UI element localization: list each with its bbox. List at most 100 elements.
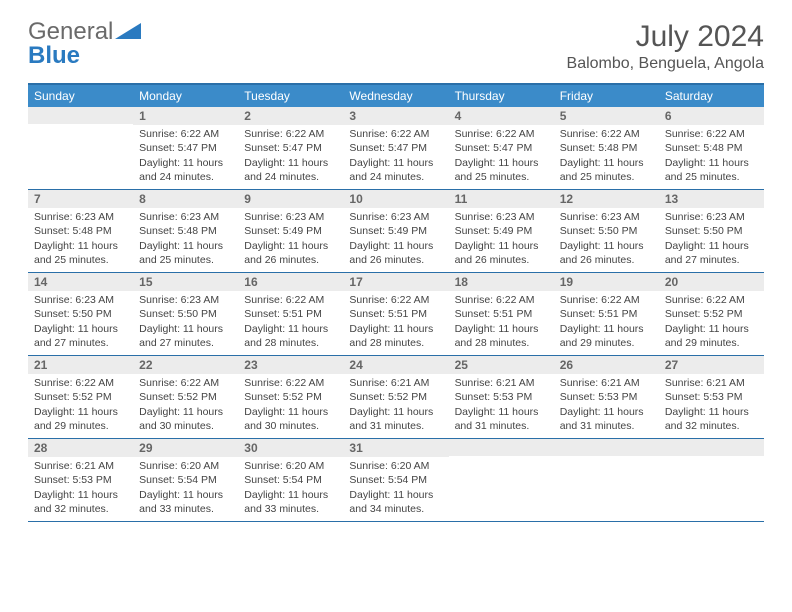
day-body: Sunrise: 6:23 AMSunset: 5:50 PMDaylight:…	[554, 210, 659, 267]
day-cell: 9Sunrise: 6:23 AMSunset: 5:49 PMDaylight…	[238, 190, 343, 272]
day-cell: 12 Sunrise: 6:23 AMSunset: 5:50 PMDayligh…	[554, 190, 659, 272]
day-number: 14	[28, 273, 133, 291]
day-body: Sunrise: 6:22 AMSunset: 5:51 PMDaylight:…	[449, 293, 554, 350]
week-row: 21Sunrise: 6:22 AMSunset: 5:52 PMDayligh…	[28, 356, 764, 439]
day-cell: 20Sunrise: 6:22 AMSunset: 5:52 PMDayligh…	[659, 273, 764, 355]
sunset-line: Sunset: 5:50 PM	[139, 307, 232, 321]
sunrise-line: Sunrise: 6:22 AM	[455, 127, 548, 141]
sunset-line: Sunset: 5:51 PM	[560, 307, 653, 321]
day-number: 9	[238, 190, 343, 208]
sunrise-line: Sunrise: 6:22 AM	[665, 127, 758, 141]
sunset-line: Sunset: 5:47 PM	[455, 141, 548, 155]
day-cell: 27Sunrise: 6:21 AMSunset: 5:53 PMDayligh…	[659, 356, 764, 438]
week-row: 14Sunrise: 6:23 AMSunset: 5:50 PMDayligh…	[28, 273, 764, 356]
day-body: Sunrise: 6:22 AMSunset: 5:52 PMDaylight:…	[659, 293, 764, 350]
day-cell	[659, 439, 764, 521]
day-number: 24	[343, 356, 448, 374]
day-body: Sunrise: 6:20 AMSunset: 5:54 PMDaylight:…	[133, 459, 238, 516]
daylight-line: Daylight: 11 hours and 26 minutes.	[560, 239, 653, 267]
day-number: 15	[133, 273, 238, 291]
day-cell: 28Sunrise: 6:21 AMSunset: 5:53 PMDayligh…	[28, 439, 133, 521]
day-cell: 15 Sunrise: 6:23 AMSunset: 5:50 PMDayligh…	[133, 273, 238, 355]
sunset-line: Sunset: 5:50 PM	[34, 307, 127, 321]
day-cell: 18 Sunrise: 6:22 AMSunset: 5:51 PMDayligh…	[449, 273, 554, 355]
sunrise-line: Sunrise: 6:23 AM	[139, 293, 232, 307]
sunrise-line: Sunrise: 6:20 AM	[244, 459, 337, 473]
day-body: Sunrise: 6:23 AMSunset: 5:50 PMDaylight:…	[659, 210, 764, 267]
daylight-line: Daylight: 11 hours and 29 minutes.	[665, 322, 758, 350]
daylight-line: Daylight: 11 hours and 26 minutes.	[349, 239, 442, 267]
day-number: 29	[133, 439, 238, 457]
weeks-container: 1Sunrise: 6:22 AMSunset: 5:47 PMDaylight…	[28, 107, 764, 522]
day-cell: 29 Sunrise: 6:20 AMSunset: 5:54 PMDayligh…	[133, 439, 238, 521]
daylight-line: Daylight: 11 hours and 33 minutes.	[139, 488, 232, 516]
sunset-line: Sunset: 5:53 PM	[560, 390, 653, 404]
daylight-line: Daylight: 11 hours and 24 minutes.	[139, 156, 232, 184]
daylight-line: Daylight: 11 hours and 26 minutes.	[244, 239, 337, 267]
sunset-line: Sunset: 5:53 PM	[665, 390, 758, 404]
sunrise-line: Sunrise: 6:23 AM	[455, 210, 548, 224]
title-block: July 2024 Balombo, Benguela, Angola	[567, 20, 764, 73]
daylight-line: Daylight: 11 hours and 29 minutes.	[34, 405, 127, 433]
sunset-line: Sunset: 5:54 PM	[349, 473, 442, 487]
day-cell: 24 Sunrise: 6:21 AMSunset: 5:52 PMDayligh…	[343, 356, 448, 438]
logo-word-1: General	[28, 18, 113, 45]
sunrise-line: Sunrise: 6:23 AM	[560, 210, 653, 224]
day-body: Sunrise: 6:23 AMSunset: 5:49 PMDaylight:…	[449, 210, 554, 267]
logo-text: GeneralBlue	[28, 20, 141, 68]
sunrise-line: Sunrise: 6:22 AM	[455, 293, 548, 307]
empty-day-number	[659, 439, 764, 456]
day-cell: 26Sunrise: 6:21 AMSunset: 5:53 PMDayligh…	[554, 356, 659, 438]
sunrise-line: Sunrise: 6:22 AM	[560, 293, 653, 307]
daylight-line: Daylight: 11 hours and 33 minutes.	[244, 488, 337, 516]
day-number: 8	[133, 190, 238, 208]
day-cell: 23Sunrise: 6:22 AMSunset: 5:52 PMDayligh…	[238, 356, 343, 438]
daylight-line: Daylight: 11 hours and 27 minutes.	[34, 322, 127, 350]
daylight-line: Daylight: 11 hours and 25 minutes.	[34, 239, 127, 267]
day-body: Sunrise: 6:22 AMSunset: 5:47 PMDaylight:…	[343, 127, 448, 184]
day-header: Wednesday	[343, 85, 448, 107]
day-number: 28	[28, 439, 133, 457]
sunset-line: Sunset: 5:48 PM	[665, 141, 758, 155]
sunrise-line: Sunrise: 6:23 AM	[139, 210, 232, 224]
empty-day-number	[554, 439, 659, 456]
day-body: Sunrise: 6:21 AMSunset: 5:52 PMDaylight:…	[343, 376, 448, 433]
daylight-line: Daylight: 11 hours and 25 minutes.	[665, 156, 758, 184]
day-number: 18	[449, 273, 554, 291]
day-body: Sunrise: 6:22 AMSunset: 5:47 PMDaylight:…	[238, 127, 343, 184]
daylight-line: Daylight: 11 hours and 32 minutes.	[34, 488, 127, 516]
day-header-row: SundayMondayTuesdayWednesdayThursdayFrid…	[28, 85, 764, 107]
daylight-line: Daylight: 11 hours and 28 minutes.	[349, 322, 442, 350]
day-body: Sunrise: 6:20 AMSunset: 5:54 PMDaylight:…	[343, 459, 448, 516]
day-cell: 1Sunrise: 6:22 AMSunset: 5:47 PMDaylight…	[133, 107, 238, 189]
daylight-line: Daylight: 11 hours and 31 minutes.	[349, 405, 442, 433]
daylight-line: Daylight: 11 hours and 24 minutes.	[349, 156, 442, 184]
daylight-line: Daylight: 11 hours and 28 minutes.	[244, 322, 337, 350]
day-cell: 19Sunrise: 6:22 AMSunset: 5:51 PMDayligh…	[554, 273, 659, 355]
sunrise-line: Sunrise: 6:23 AM	[665, 210, 758, 224]
day-cell: 6Sunrise: 6:22 AMSunset: 5:48 PMDaylight…	[659, 107, 764, 189]
sunset-line: Sunset: 5:50 PM	[560, 224, 653, 238]
day-cell	[554, 439, 659, 521]
day-number: 12	[554, 190, 659, 208]
logo-word-2: Blue	[28, 42, 80, 69]
day-number: 7	[28, 190, 133, 208]
sunset-line: Sunset: 5:51 PM	[244, 307, 337, 321]
sunrise-line: Sunrise: 6:21 AM	[34, 459, 127, 473]
sunrise-line: Sunrise: 6:22 AM	[349, 127, 442, 141]
sunrise-line: Sunrise: 6:22 AM	[139, 127, 232, 141]
daylight-line: Daylight: 11 hours and 32 minutes.	[665, 405, 758, 433]
daylight-line: Daylight: 11 hours and 25 minutes.	[560, 156, 653, 184]
sunset-line: Sunset: 5:48 PM	[34, 224, 127, 238]
day-cell: 21Sunrise: 6:22 AMSunset: 5:52 PMDayligh…	[28, 356, 133, 438]
sunset-line: Sunset: 5:52 PM	[34, 390, 127, 404]
calendar-page: GeneralBlue July 2024 Balombo, Benguela,…	[0, 0, 792, 542]
day-body: Sunrise: 6:23 AMSunset: 5:50 PMDaylight:…	[133, 293, 238, 350]
day-cell	[28, 107, 133, 189]
day-cell	[449, 439, 554, 521]
logo: GeneralBlue	[28, 20, 141, 68]
day-body: Sunrise: 6:22 AMSunset: 5:51 PMDaylight:…	[343, 293, 448, 350]
daylight-line: Daylight: 11 hours and 28 minutes.	[455, 322, 548, 350]
sunset-line: Sunset: 5:51 PM	[349, 307, 442, 321]
header: GeneralBlue July 2024 Balombo, Benguela,…	[28, 20, 764, 73]
